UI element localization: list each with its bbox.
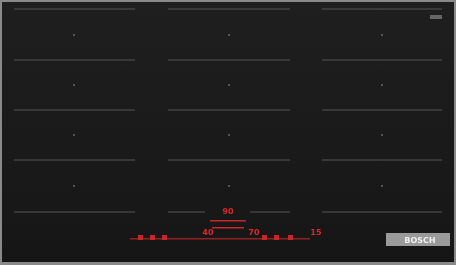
timer-display: 15 xyxy=(310,228,322,237)
glass xyxy=(2,2,454,262)
brand-logo: BOSCH xyxy=(404,236,435,245)
cooktop: 90 40 70 15 BOSCH xyxy=(0,0,456,265)
main-display: 90 xyxy=(222,207,234,216)
left-display: 40 xyxy=(202,228,214,237)
right-display: 70 xyxy=(248,228,260,237)
page: 90 40 70 15 BOSCH (() => { const data = … xyxy=(0,0,456,265)
